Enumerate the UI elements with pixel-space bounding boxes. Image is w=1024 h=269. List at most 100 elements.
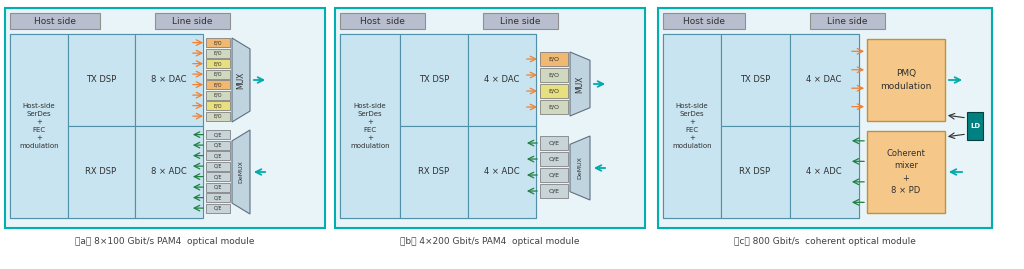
Bar xyxy=(663,34,721,218)
Bar xyxy=(658,8,992,228)
Bar xyxy=(335,8,645,228)
Text: RX DSP: RX DSP xyxy=(739,168,771,176)
Text: 4 × DAC: 4 × DAC xyxy=(806,76,842,84)
Bar xyxy=(540,168,568,182)
Bar xyxy=(867,39,945,121)
Bar xyxy=(340,34,536,218)
Bar xyxy=(206,101,230,110)
Text: LD: LD xyxy=(970,123,980,129)
Text: （b） 4×200 Gbit/s PAM4  optical module: （b） 4×200 Gbit/s PAM4 optical module xyxy=(400,238,580,246)
Text: MUX: MUX xyxy=(237,71,246,89)
Bar xyxy=(400,34,468,126)
Text: O/E: O/E xyxy=(214,132,222,137)
Bar xyxy=(468,34,536,126)
Text: O/E: O/E xyxy=(549,140,559,146)
Bar xyxy=(340,34,400,218)
Bar xyxy=(206,204,230,213)
Text: （c） 800 Gbit/s  coherent optical module: （c） 800 Gbit/s coherent optical module xyxy=(734,238,915,246)
Text: Host-side
SerDes
+
FEC
+
modulation: Host-side SerDes + FEC + modulation xyxy=(350,103,390,149)
Text: PMQ
modulation: PMQ modulation xyxy=(881,69,932,91)
Text: O/E: O/E xyxy=(214,143,222,148)
Text: O/E: O/E xyxy=(214,195,222,200)
Bar xyxy=(10,34,68,218)
Text: RX DSP: RX DSP xyxy=(85,168,117,176)
Bar xyxy=(540,136,568,150)
Text: Coherent
mixer
+
8 × PD: Coherent mixer + 8 × PD xyxy=(887,149,926,195)
Text: O/E: O/E xyxy=(214,185,222,190)
Text: Host-side
SerDes
+
FEC
+
modulation: Host-side SerDes + FEC + modulation xyxy=(672,103,712,149)
Bar xyxy=(206,151,230,160)
Text: 8 × ADC: 8 × ADC xyxy=(152,168,186,176)
Text: O/E: O/E xyxy=(214,174,222,179)
Bar xyxy=(721,126,790,218)
Text: TX DSP: TX DSP xyxy=(740,76,770,84)
Text: MUX: MUX xyxy=(575,75,585,93)
Bar xyxy=(810,13,885,29)
Polygon shape xyxy=(570,136,590,200)
Text: E/O: E/O xyxy=(214,51,222,56)
Text: 4 × ADC: 4 × ADC xyxy=(806,168,842,176)
Bar xyxy=(540,100,568,114)
Text: O/E: O/E xyxy=(549,157,559,162)
Bar xyxy=(663,13,745,29)
Bar xyxy=(206,69,230,79)
Bar xyxy=(68,34,135,126)
Text: 8 × DAC: 8 × DAC xyxy=(152,76,186,84)
Bar xyxy=(206,59,230,68)
Text: E/O: E/O xyxy=(214,40,222,45)
Text: E/O: E/O xyxy=(549,73,559,77)
Bar xyxy=(540,184,568,198)
Text: E/O: E/O xyxy=(214,72,222,77)
Text: E/O: E/O xyxy=(214,82,222,87)
Bar xyxy=(206,48,230,58)
Text: Host side: Host side xyxy=(683,16,725,26)
Bar xyxy=(967,112,983,140)
Bar xyxy=(540,52,568,66)
Text: Host side: Host side xyxy=(34,16,76,26)
Text: E/O: E/O xyxy=(214,114,222,119)
Text: O/E: O/E xyxy=(549,172,559,178)
Text: RX DSP: RX DSP xyxy=(419,168,450,176)
Text: DeMUX: DeMUX xyxy=(239,161,244,183)
Bar xyxy=(206,130,230,139)
Text: E/O: E/O xyxy=(214,103,222,108)
Bar xyxy=(135,126,203,218)
Bar xyxy=(135,34,203,126)
Bar xyxy=(10,34,202,218)
Bar xyxy=(10,13,100,29)
Bar xyxy=(721,34,790,126)
Polygon shape xyxy=(232,130,250,214)
Text: E/O: E/O xyxy=(549,105,559,109)
Bar xyxy=(206,182,230,192)
Bar xyxy=(206,90,230,100)
Bar xyxy=(867,131,945,213)
Text: Host  side: Host side xyxy=(359,16,404,26)
Text: O/E: O/E xyxy=(549,189,559,193)
Bar xyxy=(540,84,568,98)
Text: O/E: O/E xyxy=(214,164,222,169)
Text: E/O: E/O xyxy=(214,61,222,66)
Text: E/O: E/O xyxy=(214,93,222,98)
Bar xyxy=(790,34,859,126)
Text: Host-side
SerDes
+
FEC
+
modulation: Host-side SerDes + FEC + modulation xyxy=(19,103,58,149)
Text: Line side: Line side xyxy=(500,16,541,26)
Polygon shape xyxy=(232,38,250,122)
Bar xyxy=(400,126,468,218)
Bar xyxy=(468,126,536,218)
Bar xyxy=(540,68,568,82)
Text: DeMUX: DeMUX xyxy=(578,157,583,179)
Bar xyxy=(206,80,230,89)
Bar xyxy=(790,126,859,218)
Bar xyxy=(206,161,230,171)
Bar xyxy=(483,13,558,29)
Bar xyxy=(663,34,859,218)
Bar xyxy=(206,193,230,202)
Polygon shape xyxy=(570,52,590,116)
Text: TX DSP: TX DSP xyxy=(419,76,450,84)
Bar xyxy=(5,8,325,228)
Bar xyxy=(68,126,135,218)
Text: 4 × DAC: 4 × DAC xyxy=(484,76,520,84)
Text: E/O: E/O xyxy=(549,89,559,94)
Bar xyxy=(340,13,425,29)
Text: 4 × ADC: 4 × ADC xyxy=(484,168,520,176)
